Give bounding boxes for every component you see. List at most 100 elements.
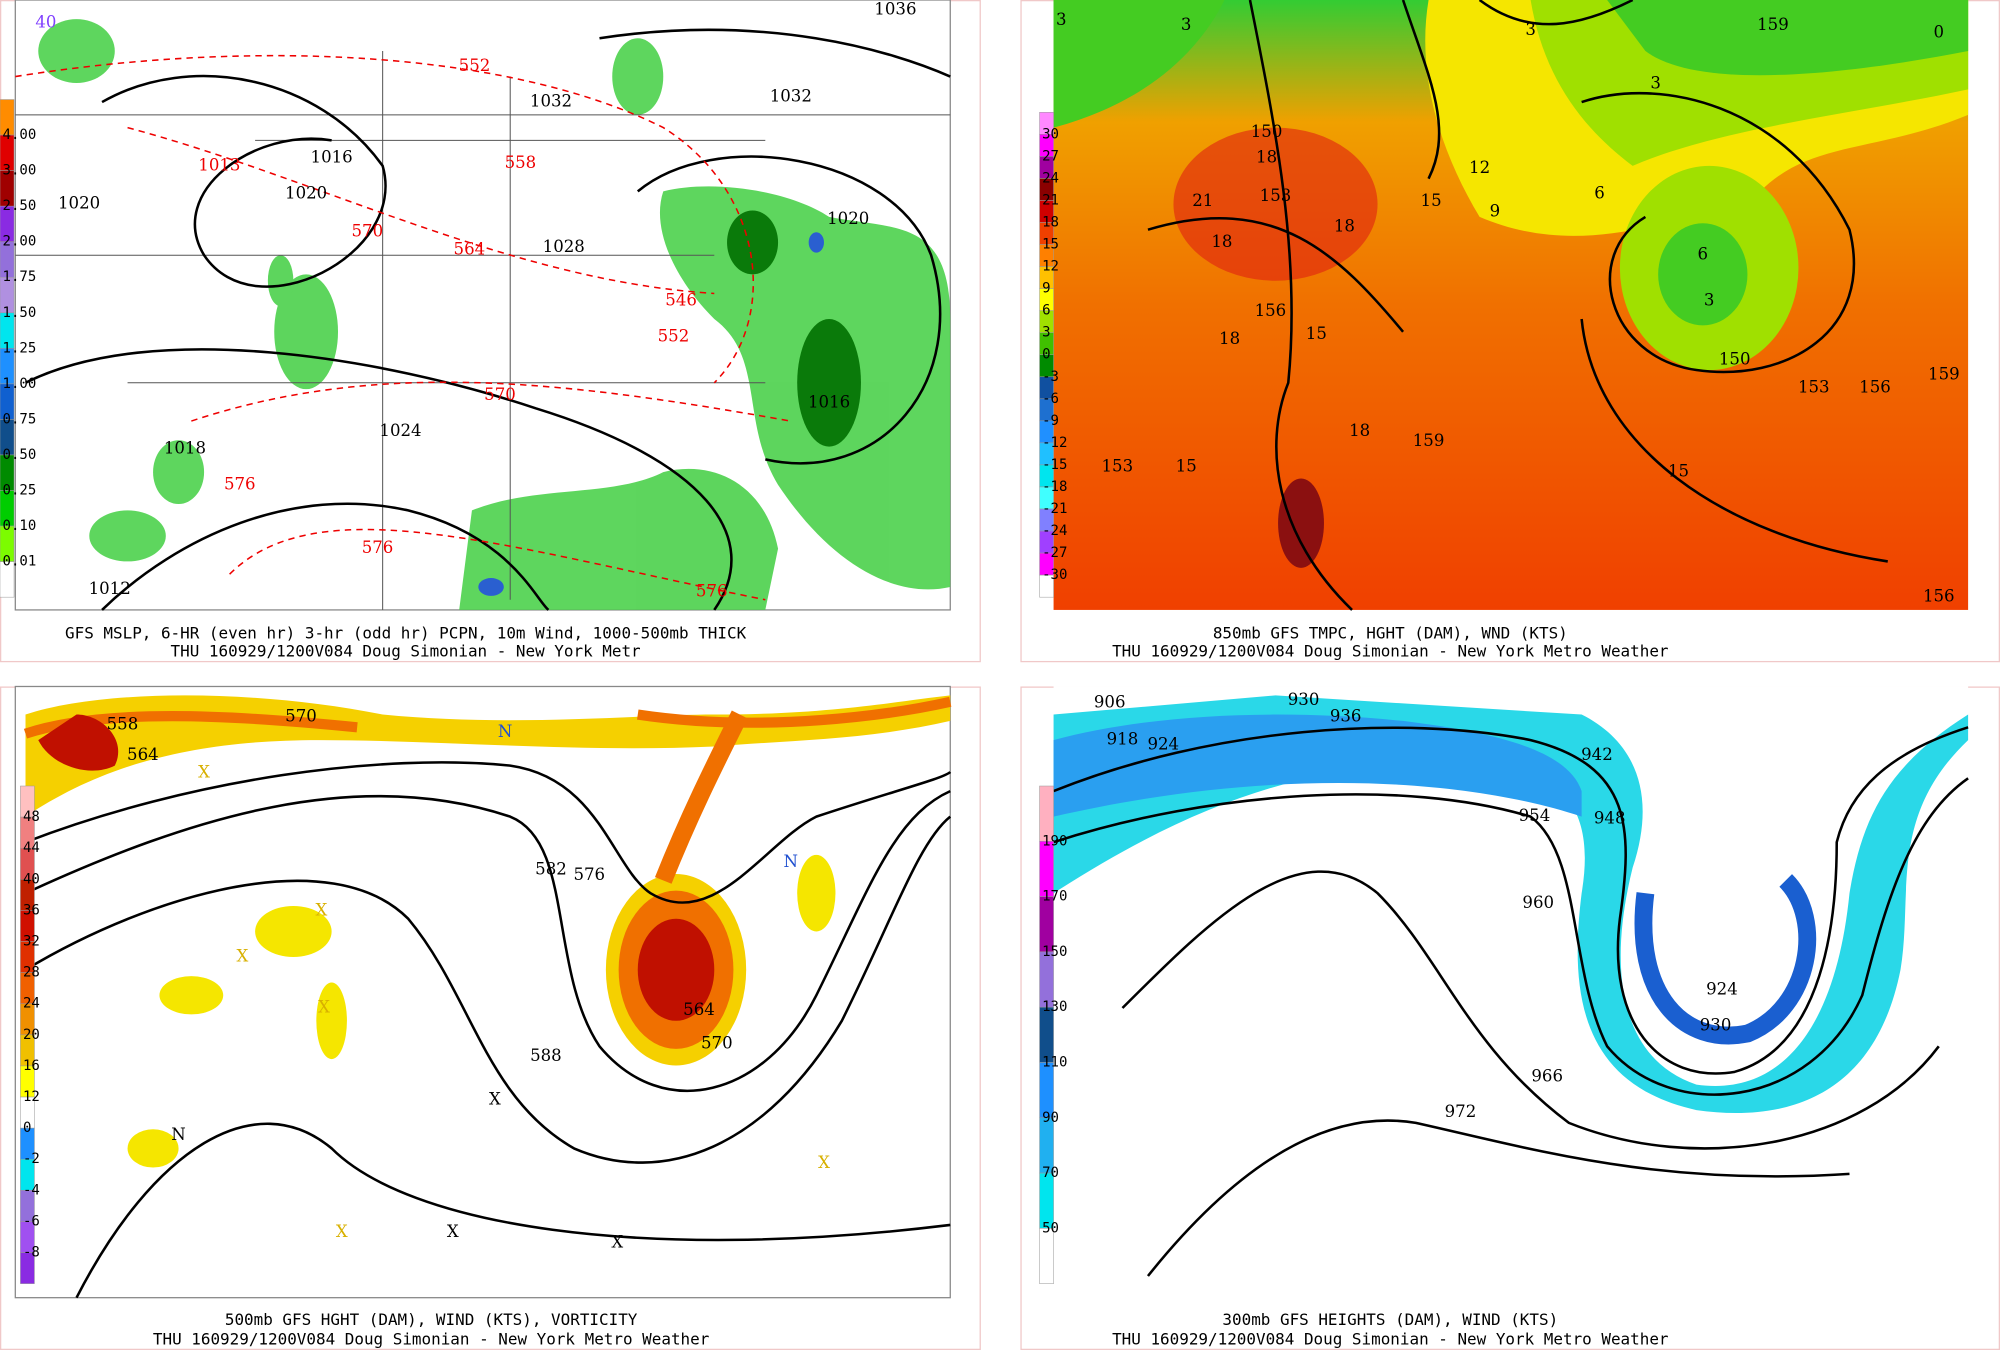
colorbar-label: 190: [1042, 833, 1067, 849]
contour-label: 564: [683, 1000, 715, 1019]
colorbar-label: 15: [1042, 237, 1059, 253]
caption: THU 160929/1200V084 Doug Simonian - New …: [153, 1329, 709, 1348]
contour-label: 1016: [808, 393, 850, 412]
contour-label: 153: [1798, 377, 1830, 396]
colorbar-label: -24: [1042, 523, 1067, 539]
contour-label: X: [236, 946, 248, 965]
caption: THU 160929/1200V084 Doug Simonian - New …: [1112, 642, 1668, 661]
colorbar-label: 24: [23, 996, 40, 1012]
contour-label: 15: [1421, 191, 1442, 210]
colorbar-label: -12: [1042, 435, 1067, 451]
contour-label: 3: [1525, 20, 1536, 39]
contour-label: X: [316, 901, 328, 920]
colorbar-label: 0.50: [3, 447, 37, 463]
contour-label: 3: [1181, 15, 1192, 34]
contour-label: 15: [1306, 324, 1327, 343]
contour-label: 0: [1933, 23, 1944, 42]
contour-label: X: [198, 763, 210, 782]
contour-label: 1036: [874, 0, 916, 19]
contour-label: 40: [35, 12, 56, 31]
contour-label: 582: [535, 860, 567, 879]
colorbar-label: -2: [23, 1151, 40, 1167]
colorbar-swatch: [20, 1252, 35, 1284]
contour-label: N: [171, 1125, 186, 1144]
contour-label: 930: [1700, 1015, 1732, 1034]
colorbar-label: -27: [1042, 545, 1067, 561]
colorbar-label: 48: [23, 809, 40, 825]
colorbar-label: -4: [23, 1182, 40, 1198]
colorbar-label: 9: [1042, 281, 1050, 297]
contour-label: 3: [1704, 291, 1715, 310]
map-500mb: [14, 685, 952, 1299]
contour-label: 153: [1102, 457, 1134, 476]
contour-label: 1020: [58, 194, 100, 213]
contour-label: 18: [1334, 217, 1355, 236]
colorbar-label: 1.25: [3, 340, 37, 356]
colorbar-label: 32: [23, 934, 40, 950]
contour-label: 924: [1147, 735, 1179, 754]
caption: 500mb GFS HGHT (DAM), WIND (KTS), VORTIC…: [225, 1310, 638, 1329]
colorbar-label: 24: [1042, 170, 1059, 186]
colorbar-swatch: [0, 561, 15, 598]
colorbar-label: 0: [1042, 347, 1050, 363]
colorbar-label: 0.01: [3, 554, 37, 570]
contour-label: N: [784, 852, 799, 871]
colorbar-label: 12: [1042, 259, 1059, 275]
caption: 300mb GFS HEIGHTS (DAM), WIND (KTS): [1222, 1310, 1558, 1329]
colorbar-label: -18: [1042, 479, 1067, 495]
colorbar-label: 21: [1042, 192, 1059, 208]
contour-label: 576: [362, 538, 394, 557]
colorbar-label: 110: [1042, 1054, 1067, 1070]
contour-label: 564: [127, 745, 159, 764]
contour-label: X: [447, 1222, 459, 1241]
colorbar-label: 90: [1042, 1110, 1059, 1126]
colorbar-swatch: [1039, 1228, 1054, 1284]
contour-label: 552: [459, 56, 491, 75]
contour-label: 576: [696, 582, 728, 601]
colorbar-label: 0.10: [3, 518, 37, 534]
colorbar-label: 0.25: [3, 483, 37, 499]
contour-label: 15: [1176, 457, 1197, 476]
contour-label: 159: [1413, 431, 1445, 450]
colorbar-label: 50: [1042, 1220, 1059, 1236]
colorbar-label: -30: [1042, 567, 1067, 583]
contour-label: 558: [505, 153, 537, 172]
colorbar-label: 36: [23, 902, 40, 918]
contour-label: X: [489, 1089, 501, 1108]
contour-label: 960: [1522, 893, 1554, 912]
colorbar-label: 130: [1042, 999, 1067, 1015]
contour-label: 1028: [543, 237, 585, 256]
colorbar-label: 6: [1042, 303, 1050, 319]
colorbar-label: 2.00: [3, 234, 37, 250]
contour-label: 1016: [311, 148, 353, 167]
colorbar-label: 1.50: [3, 305, 37, 321]
contour-label: 576: [224, 474, 256, 493]
colorbar-label: 18: [1042, 214, 1059, 230]
colorbar-label: -6: [23, 1213, 40, 1229]
colorbar-label: 28: [23, 965, 40, 981]
colorbar-label: 1.75: [3, 269, 37, 285]
contour-label: 6: [1594, 183, 1605, 202]
colorbar-label: 40: [23, 871, 40, 887]
contour-label: 9: [1490, 201, 1501, 220]
contour-label: 1024: [379, 421, 421, 440]
contour-label: 18: [1256, 148, 1277, 167]
contour-label: 570: [484, 385, 516, 404]
contour-label: 150: [1251, 122, 1283, 141]
caption: THU 160929/1200V084 Doug Simonian - New …: [171, 642, 641, 661]
contour-label: 18: [1211, 232, 1232, 251]
contour-label: 156: [1255, 301, 1287, 320]
contour-label: 12: [1469, 158, 1490, 177]
caption: THU 160929/1200V084 Doug Simonian - New …: [1112, 1329, 1668, 1348]
contour-label: 576: [573, 865, 605, 884]
colorbar-label: 3: [1042, 325, 1050, 341]
contour-label: 942: [1581, 745, 1613, 764]
contour-label: 156: [1923, 587, 1955, 606]
contour-label: 159: [1757, 15, 1789, 34]
colorbar-label: 4.00: [3, 127, 37, 143]
contour-label: 1012: [89, 579, 131, 598]
colorbar-label: -9: [1042, 413, 1059, 429]
contour-label: 972: [1445, 1102, 1477, 1121]
contour-label: X: [818, 1153, 830, 1172]
